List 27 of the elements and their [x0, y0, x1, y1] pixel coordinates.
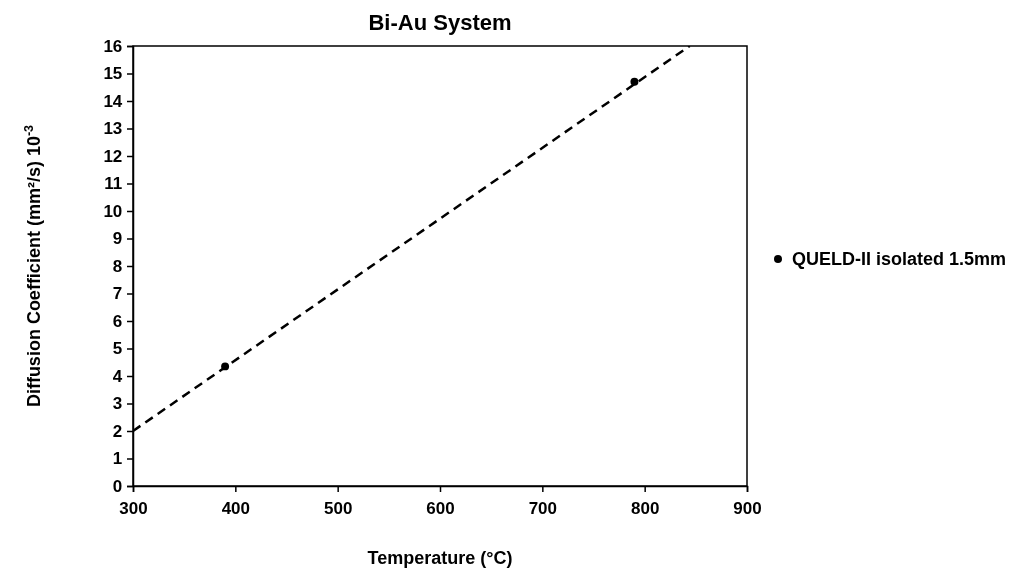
y-tick-label: 6 — [112, 311, 123, 331]
x-tick-label: 400 — [221, 498, 251, 518]
y-tick-label: 1 — [112, 449, 123, 469]
y-tick-label: 7 — [112, 284, 123, 304]
y-tick-label: 15 — [103, 64, 123, 84]
y-tick-label: 14 — [103, 91, 123, 111]
x-axis-title: Temperature (°C) — [367, 548, 513, 568]
y-tick-label: 5 — [112, 339, 123, 359]
y-tick-label: 10 — [103, 201, 123, 221]
y-tick-label: 11 — [104, 174, 123, 194]
chart-title: Bi-Au System — [368, 10, 512, 35]
y-tick-label: 16 — [103, 36, 123, 56]
y-tick-label: 3 — [112, 394, 123, 414]
y-tick-label: 9 — [112, 229, 123, 249]
x-tick-label: 300 — [119, 498, 148, 518]
y-tick-label: 2 — [112, 421, 123, 441]
x-tick-label: 700 — [528, 498, 558, 518]
x-tick-label: 900 — [733, 498, 762, 518]
x-tick-label: 500 — [323, 498, 353, 518]
y-tick-label: 8 — [112, 256, 123, 276]
y-tick-label: 0 — [112, 476, 123, 496]
x-tick-label: 800 — [630, 498, 660, 518]
legend-label: QUELD-II isolated 1.5mm — [792, 249, 1007, 269]
x-tick-label: 600 — [426, 498, 455, 518]
y-tick-label: 4 — [112, 366, 123, 386]
y-tick-label: 12 — [103, 146, 123, 166]
y-tick-label: 13 — [103, 119, 123, 139]
